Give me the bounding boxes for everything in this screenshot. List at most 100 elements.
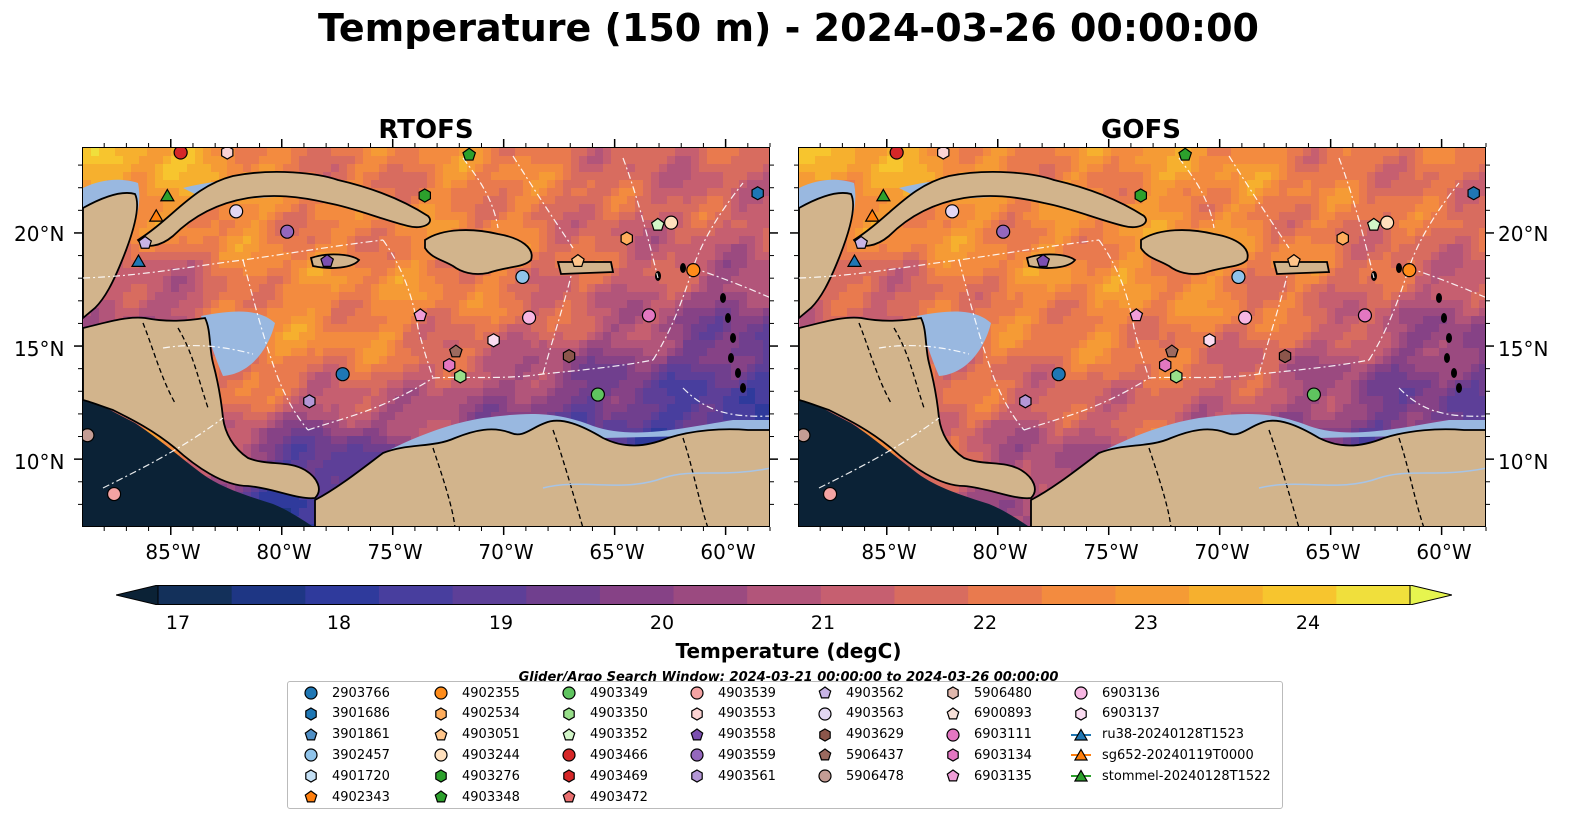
legend-entry: 4903276	[428, 766, 520, 786]
legend-entry: 4903051	[428, 725, 520, 745]
continental-shelf	[201, 311, 275, 376]
eez-boundary	[83, 239, 384, 279]
legend-marker-icon	[691, 769, 703, 783]
legend-entry: 6900893	[940, 704, 1032, 724]
platform-marker-4903276	[1134, 188, 1148, 203]
legend-entry: 4903349	[556, 683, 648, 703]
eez-boundary	[542, 275, 572, 375]
legend-label: 4903553	[718, 706, 776, 722]
legend-entry: 5906437	[812, 745, 904, 765]
platform-marker-4902355	[686, 263, 701, 278]
eez-boundary	[242, 259, 309, 431]
eez-boundary	[958, 259, 1025, 431]
legend-label: 6903137	[1102, 706, 1160, 722]
platform-marker-4903563	[945, 204, 960, 219]
river	[1258, 467, 1485, 489]
legend-label: 4903539	[718, 685, 776, 701]
legend-label: 4903051	[462, 727, 520, 743]
island	[1456, 383, 1462, 393]
colorbar-outline	[157, 585, 1411, 605]
colorbar-segment	[452, 585, 527, 605]
legend-label: 4902534	[462, 706, 520, 722]
legend-marker-icon	[434, 727, 448, 741]
platform-marker-6903111	[1357, 308, 1373, 323]
island	[680, 263, 686, 273]
platform-marker-2903766	[335, 367, 350, 382]
legend-label: 4903466	[590, 747, 648, 763]
platform-marker-4903350	[1170, 369, 1183, 384]
legend-marker-icon	[1075, 707, 1087, 721]
platform-marker-stommel-20240128T1522	[159, 188, 175, 202]
platform-marker-3901686	[1467, 186, 1480, 201]
colorbar-segment	[599, 585, 675, 605]
colorbar-segment	[158, 585, 233, 605]
figure-title: Temperature (150 m) - 2024-03-26 00:00:0…	[317, 6, 1259, 50]
legend-marker-icon	[304, 727, 318, 741]
legend-label: stommel-20240128T1522	[1102, 768, 1271, 784]
colorbar-segment	[1189, 585, 1264, 605]
eez-boundary	[162, 344, 254, 355]
legend-label: 4902343	[332, 789, 390, 805]
island	[725, 313, 731, 323]
legend-label: 5906437	[846, 747, 904, 763]
legend-entry: 4903244	[428, 745, 520, 765]
platform-marker-4903348	[462, 148, 477, 161]
legend-marker-icon	[818, 686, 832, 699]
lat-label-15n-left: 15°N	[14, 337, 65, 361]
legend-marker-icon	[434, 790, 448, 803]
legend-marker-icon	[304, 686, 318, 700]
country-boundary	[1148, 447, 1172, 526]
platform-marker-5906437	[1164, 344, 1179, 358]
colorbar-extend-low	[116, 585, 159, 605]
colorbar-tick: 18	[326, 612, 352, 634]
colorbar-segment	[305, 585, 380, 605]
land-mass	[852, 171, 1147, 247]
colorbar-segment	[747, 585, 822, 605]
legend-entry: 4903561	[684, 766, 776, 786]
country-boundary	[682, 437, 709, 526]
platform-marker-4902355	[1402, 263, 1417, 278]
legend-label: 4903561	[718, 768, 776, 784]
country-boundary	[432, 447, 456, 526]
colorbar-segment	[526, 585, 601, 605]
lat-label-10n-left: 10°N	[14, 450, 65, 474]
island	[1436, 293, 1442, 303]
platform-marker-4903244	[664, 215, 679, 230]
platform-marker-4903244	[1380, 215, 1395, 230]
legend-entry: 3902457	[298, 745, 390, 765]
island	[735, 368, 741, 378]
land-mass	[83, 316, 320, 500]
platform-marker-4903348	[1178, 148, 1193, 161]
legend-entry: 4903466	[556, 745, 648, 765]
pacific-ocean	[83, 398, 312, 526]
platform-marker-sg652-20240119T0000	[148, 208, 164, 222]
legend-entry: 4902343	[298, 787, 390, 807]
land-mass	[136, 171, 431, 247]
legend-marker-icon	[818, 707, 832, 721]
lat-label-20n-left: 20°N	[14, 222, 65, 246]
legend-marker-icon	[818, 748, 832, 761]
legend-marker-icon	[435, 707, 447, 721]
colorbar-segment	[673, 585, 748, 605]
legend-marker-icon	[946, 769, 960, 782]
colorbar-segment	[1115, 585, 1190, 605]
colorbar-tick: 20	[649, 612, 675, 634]
platform-marker-4903558	[1036, 253, 1051, 267]
legend-marker-icon	[690, 686, 704, 700]
platform-marker-sg652-20240119T0000	[864, 208, 880, 222]
legend-label: 4903629	[846, 727, 904, 743]
platform-marker-6903135	[1129, 308, 1144, 322]
colorbar-segment	[1262, 585, 1337, 605]
lat-label-15n-right: 15°N	[1498, 337, 1549, 361]
gofs-temperature-map	[798, 147, 1486, 527]
legend-marker-icon	[563, 707, 575, 721]
legend-entry: 4903472	[556, 787, 648, 807]
legend-label: 5906478	[846, 768, 904, 784]
colorbar-tick: 22	[972, 612, 998, 634]
platform-marker-4903563	[229, 204, 244, 219]
platform-marker-4903553	[937, 148, 950, 160]
legend-marker-icon	[434, 748, 448, 762]
legend-entry: 5906478	[812, 766, 904, 786]
lon-label-65w-right: 65°W	[1305, 540, 1361, 564]
legend-marker-icon	[818, 769, 832, 783]
